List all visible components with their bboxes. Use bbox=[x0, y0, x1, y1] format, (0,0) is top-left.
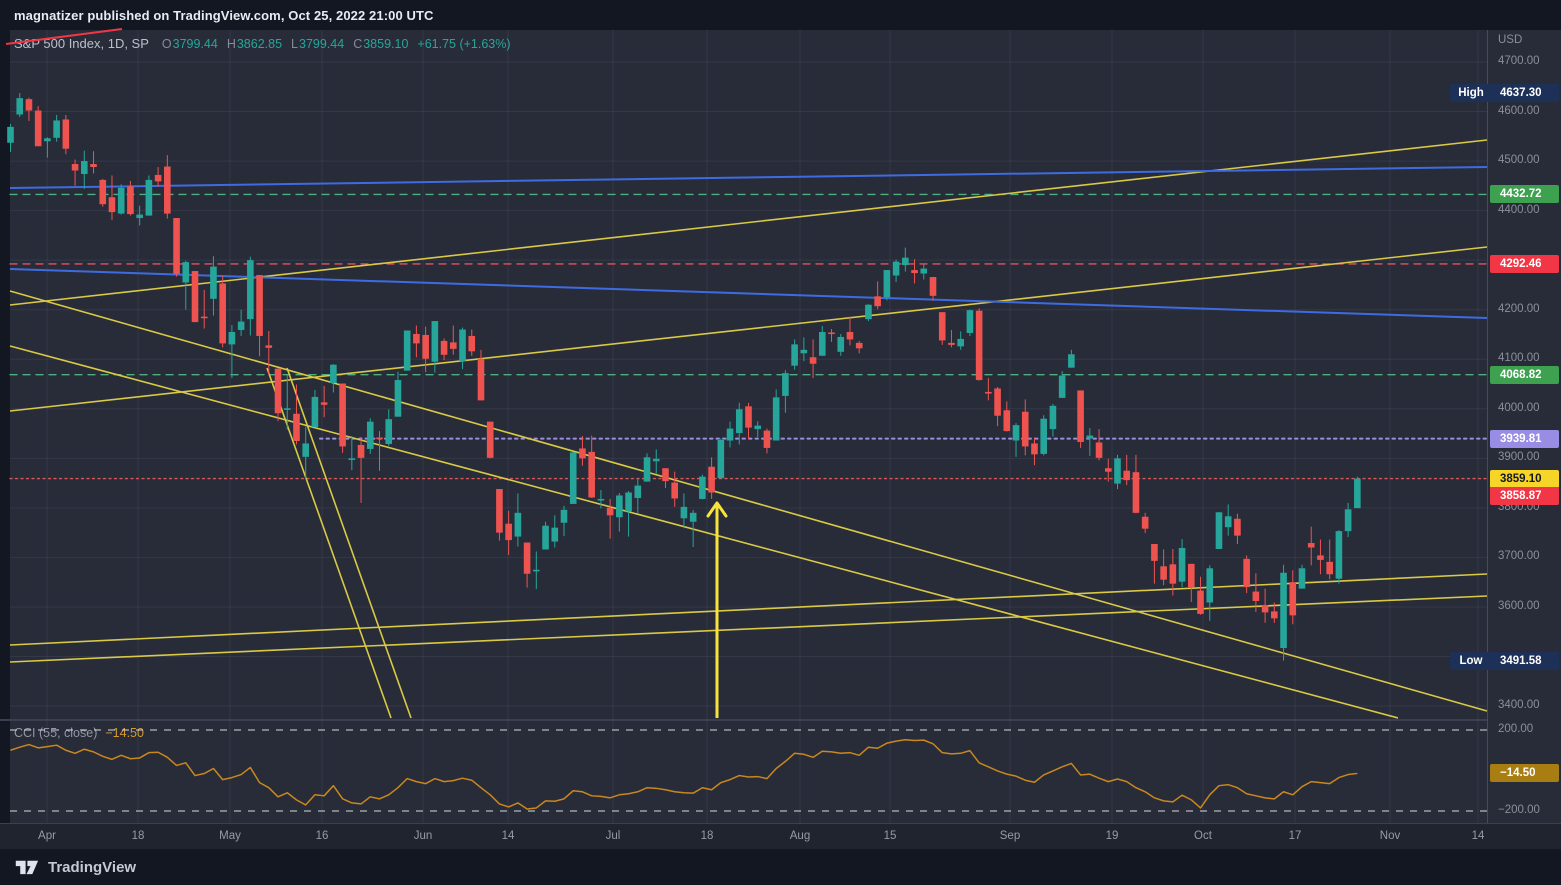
cci-tick: −200.00 bbox=[1498, 804, 1540, 816]
price-tick: 3900.00 bbox=[1498, 451, 1540, 464]
ohlc-high: H3862.85 bbox=[226, 37, 283, 51]
cci-indicator-pane[interactable] bbox=[10, 721, 1487, 823]
publish-header: magnatizer published on TradingView.com,… bbox=[0, 0, 1561, 30]
price-axis[interactable]: USD 4700.00 4600.00 4500.00 4400.00 4200.00 4… bbox=[1450, 30, 1561, 823]
price-tick: 3600.00 bbox=[1498, 599, 1540, 612]
symbol-legend: S&P 500 Index, 1D, SP O3799.44 H3862.85 … bbox=[14, 36, 511, 51]
time-axis[interactable]: Apr 18 May 16 Jun 14 Jul 18 Aug 15 Sep 19 Oct 17 Nov 14 bbox=[0, 823, 1561, 849]
time-tick: 17 bbox=[1288, 830, 1302, 842]
time-tick: Nov bbox=[1379, 830, 1401, 842]
indicator-title[interactable]: CCI (55, close) bbox=[14, 726, 98, 740]
time-tick: Sep bbox=[999, 830, 1021, 842]
currency-label: USD bbox=[1498, 34, 1523, 46]
high-pill: High 4637.30 bbox=[1450, 84, 1559, 103]
price-tick: 4500.00 bbox=[1498, 154, 1540, 167]
time-tick: Oct bbox=[1194, 830, 1212, 842]
time-tick: Jul bbox=[605, 830, 621, 842]
time-tick: 19 bbox=[1105, 830, 1119, 842]
time-tick: 18 bbox=[131, 830, 145, 842]
level-pill-4068: 4068.82 bbox=[1490, 365, 1559, 384]
price-tick: 4700.00 bbox=[1498, 55, 1540, 67]
brand-name[interactable]: TradingView bbox=[48, 858, 137, 876]
change-value: +61.75 (+1.63%) bbox=[417, 37, 511, 51]
price-tick: 3700.00 bbox=[1498, 550, 1540, 563]
ohlc-close: C3859.10 bbox=[353, 37, 409, 51]
price-pill-3859: 3859.10 bbox=[1490, 469, 1559, 488]
main-chart-pane[interactable] bbox=[10, 30, 1487, 719]
time-tick: Jun bbox=[413, 830, 433, 842]
price-tick: 4200.00 bbox=[1498, 302, 1540, 315]
time-tick: 15 bbox=[883, 830, 897, 842]
footer: TradingView bbox=[0, 849, 1561, 885]
low-pill: Low 3491.58 bbox=[1450, 651, 1559, 670]
time-tick: 14 bbox=[501, 830, 515, 842]
level-pill-4292: 4292.46 bbox=[1490, 254, 1559, 273]
ohlc-low: L3799.44 bbox=[291, 37, 345, 51]
indicator-value: −14.50 bbox=[105, 726, 144, 740]
indicator-legend: CCI (55, close) −14.50 bbox=[14, 726, 144, 740]
pane-divider[interactable] bbox=[0, 719, 1561, 721]
published-text: magnatizer published on TradingView.com,… bbox=[14, 7, 434, 23]
cci-value-pill: −14.50 bbox=[1490, 764, 1559, 783]
price-tick: 4600.00 bbox=[1498, 104, 1540, 117]
level-pill-3858: 3858.87 bbox=[1490, 486, 1559, 505]
price-tick: 4400.00 bbox=[1498, 203, 1540, 216]
price-tick: 3400.00 bbox=[1498, 699, 1540, 712]
price-tick: 4000.00 bbox=[1498, 401, 1540, 414]
ohlc-open: O3799.44 bbox=[161, 37, 218, 51]
time-tick: Aug bbox=[789, 830, 811, 842]
time-tick: 16 bbox=[315, 830, 329, 842]
time-tick: Apr bbox=[38, 830, 56, 842]
tradingview-logo-icon[interactable] bbox=[14, 856, 39, 878]
time-tick: 18 bbox=[700, 830, 714, 842]
level-pill-3939: 3939.81 bbox=[1490, 429, 1559, 448]
symbol-title[interactable]: S&P 500 Index, 1D, SP bbox=[14, 36, 149, 51]
time-tick: 14 bbox=[1471, 830, 1485, 842]
level-pill-4432: 4432.72 bbox=[1490, 185, 1559, 204]
price-tick: 4100.00 bbox=[1498, 352, 1540, 365]
time-tick: May bbox=[219, 830, 241, 842]
cci-tick: 200.00 bbox=[1498, 723, 1534, 735]
